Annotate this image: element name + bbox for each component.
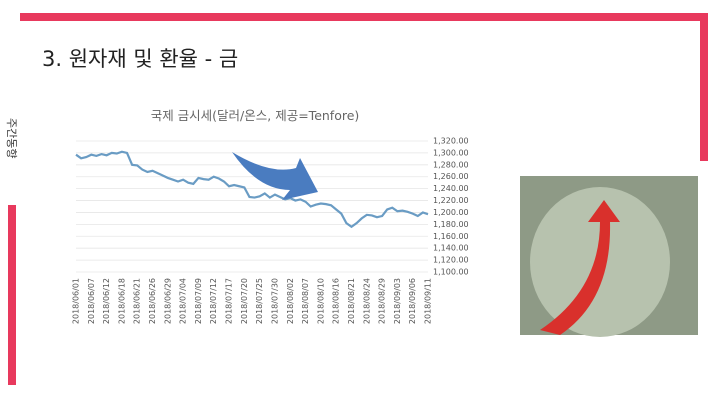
x-tick-label: 2018/06/26 <box>148 278 157 324</box>
x-tick-label: 2018/07/09 <box>194 278 203 324</box>
y-tick-label: 1,300.00 <box>433 148 469 157</box>
plot: 1,100.00 1,120.00 1,140.00 1,160.00 1,180.00… <box>72 137 469 325</box>
y-tick-label: 1,180.00 <box>433 220 469 229</box>
x-tick-label: 2018/07/25 <box>255 278 264 324</box>
x-tick-label: 2018/07/30 <box>270 278 279 324</box>
x-tick-label: 2018/07/17 <box>225 278 234 324</box>
chart-title: 국제 금시세(달러/온스, 제공=Tenfore) <box>151 108 360 123</box>
x-tick-label: 2018/08/29 <box>378 278 387 324</box>
top-bar <box>20 13 708 21</box>
x-tick-label: 2018/06/12 <box>102 278 111 324</box>
y-tick-label: 1,320.00 <box>433 137 469 146</box>
y-tick-label: 1,200.00 <box>433 208 469 217</box>
x-tick-label: 2018/06/18 <box>117 278 126 324</box>
y-tick-label: 1,120.00 <box>433 256 469 265</box>
x-tick-label: 2018/06/29 <box>163 278 172 324</box>
y-tick-label: 1,160.00 <box>433 232 469 241</box>
y-tick-label: 1,220.00 <box>433 196 469 205</box>
y-tick-label: 1,240.00 <box>433 184 469 193</box>
x-tick-label: 2018/09/06 <box>408 278 417 324</box>
x-tick-label: 2018/07/04 <box>179 278 188 324</box>
y-tick-label: 1,100.00 <box>433 268 469 277</box>
slide-title: 3. 원자재 및 환율 - 금 <box>42 47 238 71</box>
x-tick-label: 2018/08/07 <box>301 278 310 324</box>
y-tick-label: 1,280.00 <box>433 160 469 169</box>
x-tick-label: 2018/08/21 <box>347 278 356 324</box>
y-tick-label: 1,140.00 <box>433 244 469 253</box>
side-label: 주간동향 <box>5 118 18 158</box>
right-bar <box>700 13 708 161</box>
left-bar <box>8 205 16 385</box>
x-tick-label: 2018/08/24 <box>362 278 371 324</box>
x-tick-label: 2018/09/03 <box>393 278 402 324</box>
x-tick-label: 2018/08/02 <box>286 278 295 324</box>
series-line <box>75 150 429 229</box>
x-tick-label: 2018/08/16 <box>332 278 341 324</box>
x-tick-label: 2018/06/21 <box>133 278 142 324</box>
red-arrow <box>540 200 620 335</box>
trend-arrow <box>232 152 318 200</box>
x-tick-label: 2018/09/11 <box>424 278 433 324</box>
y-tick-label: 1,260.00 <box>433 172 469 181</box>
x-tick-label: 2018/06/07 <box>87 278 96 324</box>
x-tick-label: 2018/07/20 <box>240 278 249 324</box>
x-tick-label: 2018/07/12 <box>209 278 218 324</box>
x-tick-label: 2018/08/10 <box>316 278 325 324</box>
x-tick-label: 2018/06/01 <box>72 278 81 324</box>
